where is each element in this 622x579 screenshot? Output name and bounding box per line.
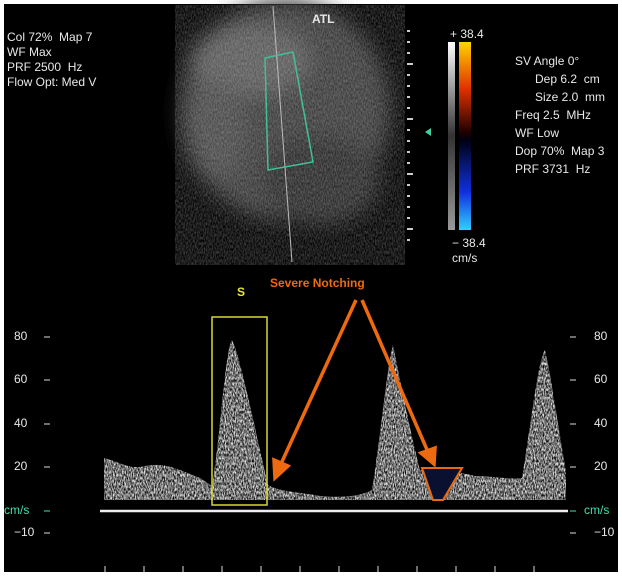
depth-dot (407, 162, 410, 164)
depth-dot (407, 107, 410, 109)
gray-bar (448, 42, 455, 230)
depth-dot (407, 85, 410, 87)
depth-dot (407, 52, 410, 54)
scale-label: 20 (594, 459, 608, 473)
color-bar (459, 42, 471, 230)
color-max: + 38.4 (450, 27, 484, 41)
status-line: PRF 2500 Hz (7, 60, 82, 74)
depth-dot (407, 129, 410, 131)
setting-line: Dep 6.2 cm (535, 72, 600, 86)
ultrasound-screen: + 38.4 − 38.4 cm/s ATL Col 72% Map 7WF M… (0, 0, 622, 579)
depth-dot (407, 173, 413, 175)
depth-dot (407, 30, 410, 32)
scale-label: 80 (594, 329, 608, 343)
depth-dot (407, 239, 410, 241)
annotation: Severe Notching (270, 276, 365, 290)
depth-dot (407, 140, 410, 142)
b-mode-texture (175, 5, 405, 265)
logo: ATL (312, 12, 334, 26)
depth-dot (407, 228, 413, 230)
status-line: Col 72% Map 7 (7, 30, 93, 44)
scale-label: 80 (14, 329, 28, 343)
scale-label: 40 (14, 416, 28, 430)
setting-line: Size 2.0 mm (535, 90, 605, 104)
depth-dot (407, 151, 410, 153)
depth-dot (407, 206, 410, 208)
scale-label: cm/s (584, 503, 609, 517)
depth-dot (407, 118, 413, 120)
status-line: Flow Opt: Med V (7, 75, 96, 89)
setting-line: PRF 3731 Hz (515, 162, 590, 176)
depth-dot (407, 96, 410, 98)
status-line: WF Max (7, 45, 52, 59)
scale-label: 60 (594, 372, 608, 386)
peak-label: S (237, 285, 245, 299)
scale-label: −10 (594, 525, 615, 539)
setting-line: Freq 2.5 MHz (515, 108, 591, 122)
depth-dot (407, 74, 410, 76)
scale-label: −10 (14, 525, 35, 539)
depth-dot (407, 63, 413, 65)
scale-label: 20 (14, 459, 28, 473)
scale-label: 60 (14, 372, 28, 386)
setting-line: WF Low (515, 126, 559, 140)
scale-label: 40 (594, 416, 608, 430)
depth-dot (407, 184, 410, 186)
color-min: − 38.4 (452, 236, 486, 250)
setting-line: Dop 70% Map 3 (515, 144, 605, 158)
depth-dot (407, 217, 410, 219)
depth-dot (407, 41, 410, 43)
setting-line: SV Angle 0° (515, 54, 579, 68)
color-unit: cm/s (452, 251, 477, 265)
depth-dot (407, 195, 410, 197)
scale-label: cm/s (4, 503, 29, 517)
